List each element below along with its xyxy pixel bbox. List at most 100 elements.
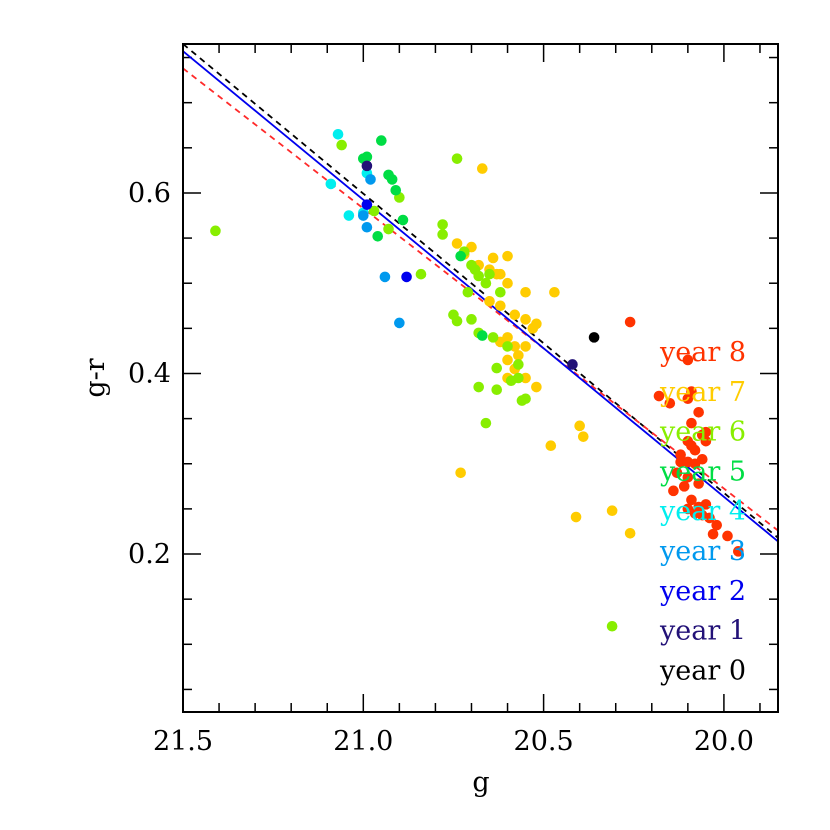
- plot-frame: [182, 43, 779, 713]
- legend-item: year 7: [659, 377, 746, 408]
- legend-item: year 0: [659, 655, 746, 686]
- data-point: [473, 270, 484, 282]
- data-point: [531, 381, 542, 393]
- data-point: [668, 485, 679, 497]
- data-points: [210, 128, 744, 632]
- data-point: [451, 153, 463, 164]
- data-point: [495, 300, 506, 312]
- data-point: [462, 286, 474, 298]
- legend-item: year 6: [659, 417, 746, 448]
- data-point: [394, 317, 405, 329]
- legend: year 8 year 7 year 6 year 5 year 4 year 3 year…: [659, 337, 746, 686]
- data-point: [455, 467, 466, 479]
- series-year-3: [358, 174, 405, 329]
- data-point: [693, 407, 704, 418]
- data-point: [437, 229, 448, 240]
- data-point: [520, 286, 531, 298]
- data-point: [477, 163, 488, 174]
- y-tick-label: 0.2: [128, 539, 171, 570]
- data-point: [368, 205, 380, 217]
- series-year-1: [361, 160, 578, 370]
- data-point: [480, 277, 492, 289]
- data-point: [502, 354, 513, 366]
- data-point: [451, 315, 463, 327]
- data-point: [711, 519, 722, 531]
- data-point: [624, 527, 636, 539]
- data-point: [516, 395, 528, 406]
- data-point: [733, 546, 744, 557]
- data-point: [686, 494, 697, 506]
- data-point: [686, 417, 697, 429]
- data-point: [520, 314, 531, 325]
- data-point: [653, 390, 665, 402]
- data-point: [570, 511, 582, 523]
- data-point: [682, 354, 694, 366]
- data-point: [588, 332, 600, 343]
- data-point: [487, 332, 499, 343]
- data-point: [545, 440, 557, 452]
- data-point: [682, 393, 694, 405]
- legend-item: year 1: [659, 616, 746, 647]
- data-point: [484, 268, 495, 280]
- data-point: [693, 478, 704, 489]
- data-point: [689, 458, 701, 470]
- data-point: [574, 420, 585, 432]
- data-point: [567, 359, 578, 370]
- x-tick-label: 20.5: [514, 726, 574, 757]
- data-point: [513, 350, 524, 361]
- data-point: [480, 417, 492, 429]
- data-point: [509, 309, 521, 321]
- data-point: [325, 178, 337, 190]
- data-point: [361, 221, 373, 233]
- x-tick-label: 21.0: [333, 726, 393, 757]
- data-point: [484, 295, 495, 307]
- data-point: [700, 435, 712, 447]
- data-point: [361, 199, 373, 210]
- data-point: [343, 210, 355, 221]
- data-point: [722, 530, 733, 542]
- fit-line-year-0-fit: [183, 44, 778, 539]
- legend-item: year 5: [659, 456, 746, 487]
- data-point: [549, 286, 560, 298]
- data-point: [376, 135, 387, 146]
- data-point: [451, 238, 463, 249]
- data-point: [700, 426, 712, 438]
- data-point: [372, 230, 384, 242]
- data-point: [686, 440, 697, 452]
- data-point: [401, 271, 412, 283]
- tick-labels: 21.5 21.0 20.5 20.0 0.2 0.4 0.6: [128, 178, 754, 757]
- data-point: [664, 397, 676, 409]
- y-tick-label: 0.6: [128, 178, 171, 209]
- data-point: [678, 481, 690, 492]
- data-point: [577, 431, 589, 442]
- data-point: [210, 225, 221, 237]
- x-tick-label: 21.5: [153, 726, 213, 757]
- legend-item: year 4: [659, 496, 746, 527]
- data-point: [477, 330, 488, 341]
- data-point: [336, 139, 347, 151]
- data-point: [513, 359, 524, 370]
- series-year-2: [361, 199, 412, 283]
- data-point: [704, 512, 715, 524]
- data-point: [606, 620, 618, 632]
- data-point: [675, 449, 686, 461]
- data-point: [491, 362, 503, 374]
- legend-item: year 2: [659, 576, 746, 607]
- data-point: [606, 505, 618, 516]
- x-tick-label: 20.0: [694, 726, 754, 757]
- data-point: [383, 169, 394, 181]
- data-point: [473, 381, 484, 393]
- series-year-6: [210, 139, 618, 632]
- data-point: [397, 214, 409, 226]
- data-point: [505, 375, 517, 387]
- axis-ticks: [182, 44, 778, 712]
- legend-item: year 3: [659, 536, 746, 567]
- data-point: [466, 314, 477, 325]
- series-year-7: [451, 163, 636, 539]
- data-point: [671, 467, 683, 479]
- series-year-5: [358, 135, 488, 341]
- y-axis-label: g-r: [80, 358, 111, 397]
- data-point: [495, 286, 506, 298]
